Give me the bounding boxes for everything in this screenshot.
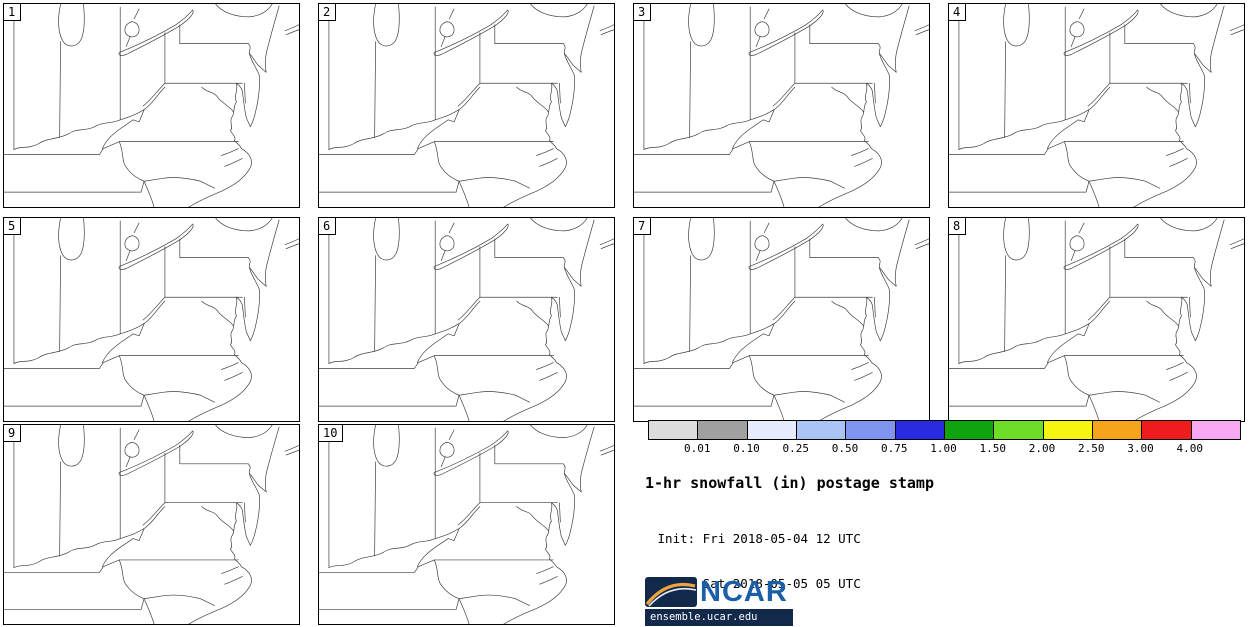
- ensemble-site-link[interactable]: ensemble.ucar.edu: [645, 609, 793, 626]
- init-time: Init: Fri 2018-05-04 12 UTC: [650, 531, 861, 546]
- init-valid-times: Init: Fri 2018-05-04 12 UTC Valid: Sat 2…: [650, 501, 861, 621]
- region-map: [4, 4, 299, 207]
- panel-member-2: 2: [318, 3, 615, 208]
- panel-number: 10: [319, 425, 344, 442]
- colorbar-segment: [649, 421, 698, 439]
- region-map: [319, 218, 614, 421]
- colorbar-segment: [943, 421, 994, 439]
- colorbar-segment: [795, 421, 846, 439]
- colorbar-tick: 2.50: [1078, 442, 1105, 455]
- region-map: [634, 218, 929, 421]
- panel-member-10: 10: [318, 424, 615, 625]
- panel-member-1: 1: [3, 3, 300, 208]
- panel-number: 1: [4, 4, 22, 21]
- colorbar-segment: [1091, 421, 1142, 439]
- panel-number: 5: [4, 218, 22, 235]
- region-map: [4, 218, 299, 421]
- colorbar-segment: [697, 421, 747, 439]
- region-map: [4, 425, 299, 624]
- panel-member-3: 3: [633, 3, 930, 208]
- colorbar-tick: 2.00: [1028, 442, 1056, 455]
- panel-number: 4: [949, 4, 967, 21]
- colorbar-tick-labels: 0.01 0.10 0.25 0.50 0.75 1.00 1.50 2.00 …: [648, 442, 1239, 456]
- colorbar-tick: 0.25: [782, 442, 810, 455]
- region-map: [949, 218, 1244, 421]
- colorbar-tick: 1.50: [979, 442, 1006, 455]
- panel-number: 8: [949, 218, 967, 235]
- panel-number: 7: [634, 218, 652, 235]
- colorbar-tick: 0.75: [881, 442, 908, 455]
- colorbar-segment: [1042, 421, 1092, 439]
- ncar-wordmark: NCAR: [700, 576, 788, 608]
- region-map: [634, 4, 929, 207]
- colorbar-tick: 0.01: [683, 442, 711, 455]
- panel-number: 9: [4, 425, 22, 442]
- colorbar-segment: [993, 421, 1043, 439]
- colorbar-tick: 4.00: [1176, 442, 1204, 455]
- panel-number: 3: [634, 4, 652, 21]
- colorbar-tick: 1.00: [930, 442, 957, 455]
- colorbar-segment: [746, 421, 796, 439]
- plot-title: 1-hr snowfall (in) postage stamp: [645, 474, 934, 492]
- region-map: [949, 4, 1244, 207]
- colorbar-segment: [845, 421, 895, 439]
- snowfall-colorbar: [648, 420, 1241, 440]
- panel-member-7: 7: [633, 217, 930, 422]
- panel-member-5: 5: [3, 217, 300, 422]
- colorbar-segment: [1190, 421, 1240, 439]
- ncar-logo: NCAR ensemble.ucar.edu: [645, 576, 795, 626]
- panel-member-4: 4: [948, 3, 1245, 208]
- colorbar-segment: [894, 421, 944, 439]
- panel-member-6: 6: [318, 217, 615, 422]
- panel-member-9: 9: [3, 424, 300, 625]
- colorbar-tick: 3.00: [1127, 442, 1154, 455]
- panel-number: 6: [319, 218, 337, 235]
- colorbar-tick: 0.50: [831, 442, 859, 455]
- region-map: [319, 425, 614, 624]
- panel-member-8: 8: [948, 217, 1245, 422]
- colorbar-tick: 0.10: [733, 442, 760, 455]
- panel-number: 2: [319, 4, 337, 21]
- ncar-swoosh-icon: [645, 577, 697, 607]
- ncar-logo-top: NCAR: [645, 576, 795, 607]
- region-map: [319, 4, 614, 207]
- colorbar-segment: [1141, 421, 1191, 439]
